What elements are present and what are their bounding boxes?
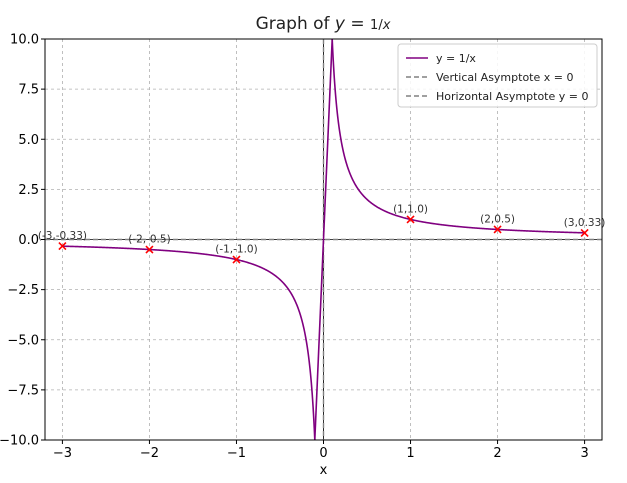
x-tick-label: −2 — [140, 446, 159, 461]
point-marker — [232, 255, 241, 264]
point-label: (2,0.5) — [480, 213, 515, 225]
x-tick-label: −3 — [53, 446, 72, 461]
axis-ticks: −3 −2 −1 0 1 2 3 10.0 7.5 5.0 2.5 0.0 −2.5 −5.0 −7.5 −1… — [0, 33, 589, 462]
marker-stroke — [580, 228, 589, 237]
x-tick-label: 3 — [580, 446, 588, 461]
point-label: (-2,-0.5) — [128, 234, 171, 246]
legend-box — [397, 43, 598, 108]
marker-stroke — [493, 225, 502, 234]
point-labels: (-3,-0.33) (-2,-0.5) (-1,-1.0) (1,1.0) (2,0.… — [38, 203, 606, 255]
x-axis-label: x — [320, 463, 328, 478]
y-tick-label: 5.0 — [18, 133, 39, 148]
point-marker — [58, 242, 67, 251]
legend-label: Vertical Asymptote x = 0 — [436, 71, 573, 84]
curve-positive-branch — [331, 38, 585, 234]
y-tick-label: 7.5 — [18, 83, 39, 98]
curve-connector — [313, 38, 334, 441]
marker-stroke — [406, 215, 415, 224]
marker-stroke — [58, 242, 67, 251]
chart-title: Graph of y = 1/x — [256, 14, 391, 34]
legend-label: Horizontal Asymptote y = 0 — [436, 90, 588, 103]
x-tick-label: 1 — [406, 446, 414, 461]
legend: y = 1/x Vertical Asymptote x = 0 Horizonta… — [397, 43, 598, 108]
point-label: (-3,-0.33) — [38, 230, 87, 242]
marked-points — [58, 215, 589, 264]
y-tick-label: 10.0 — [10, 33, 39, 48]
x-tick-label: 2 — [493, 446, 501, 461]
y-tick-label: 0.0 — [18, 233, 39, 248]
point-marker — [145, 245, 154, 254]
x-tick-label: −1 — [227, 446, 246, 461]
y-tick-label: −10.0 — [0, 434, 39, 449]
x-tick-label: 0 — [319, 446, 327, 461]
point-label: (-1,-1.0) — [215, 244, 258, 256]
curve-negative-branch — [62, 245, 316, 441]
point-marker — [493, 225, 502, 234]
marker-stroke — [232, 255, 241, 264]
y-tick-label: −2.5 — [7, 283, 39, 298]
point-marker — [580, 228, 589, 237]
marker-stroke — [145, 245, 154, 254]
point-label: (3,0.33) — [564, 217, 606, 229]
y-tick-label: −5.0 — [7, 333, 39, 348]
y-tick-label: 2.5 — [18, 183, 39, 198]
point-marker — [406, 215, 415, 224]
legend-label: y = 1/x — [436, 52, 476, 65]
point-label: (1,1.0) — [393, 203, 428, 215]
y-tick-label: −7.5 — [7, 383, 39, 398]
curve-group — [62, 38, 585, 441]
